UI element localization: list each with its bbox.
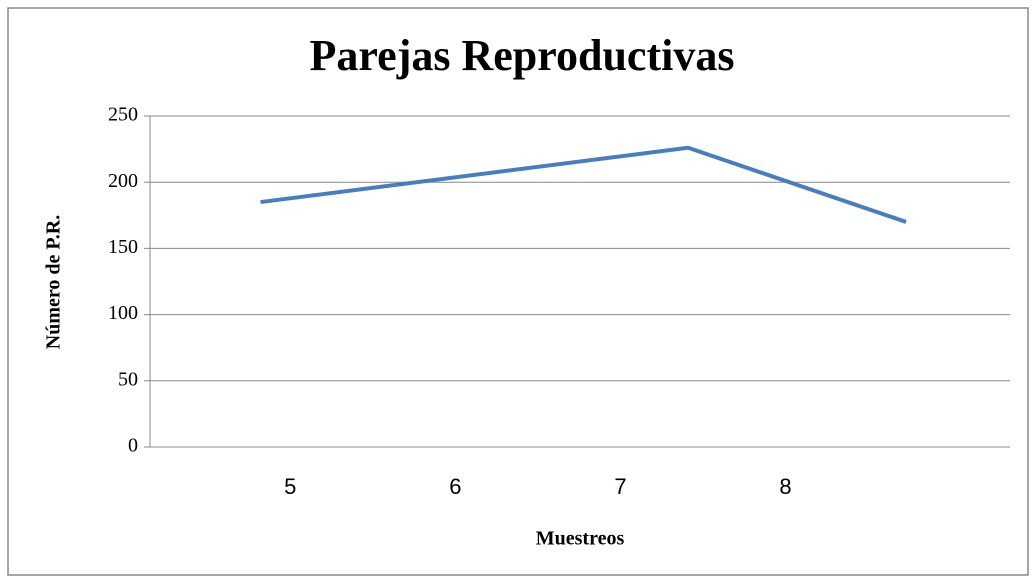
x-tick-label: 7 — [614, 474, 626, 499]
y-tick-label: 50 — [118, 368, 138, 390]
y-tick-label: 0 — [128, 435, 138, 457]
x-axis-label: Muestreos — [536, 528, 625, 550]
data-line — [260, 145, 907, 224]
chart-title: Parejas Reproductivas — [310, 31, 735, 80]
chart-frame — [7, 7, 1029, 576]
y-axis-label: Número de P.R. — [43, 215, 65, 349]
y-tick-label: 100 — [108, 302, 138, 324]
x-tick-label: 5 — [284, 474, 296, 499]
y-tick-label: 250 — [108, 104, 138, 126]
y-tick-label: 200 — [108, 170, 138, 192]
y-tick-label: 150 — [108, 236, 138, 258]
x-tick-label: 6 — [449, 474, 461, 499]
x-tick-label: 8 — [779, 474, 791, 499]
